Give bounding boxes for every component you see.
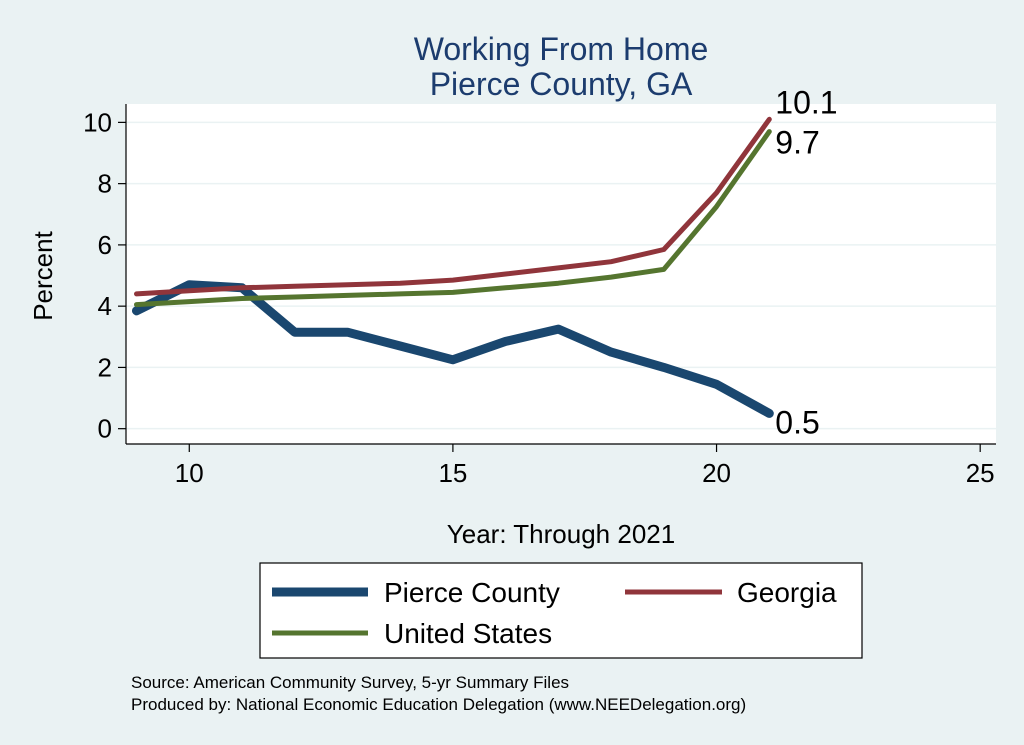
y-tick-label: 10 <box>83 107 112 137</box>
legend-box <box>259 562 863 659</box>
legend-label-united-states: United States <box>384 618 552 649</box>
x-tick-label: 15 <box>438 458 467 488</box>
source-note: Source: American Community Survey, 5-yr … <box>131 673 569 692</box>
x-tick-label: 25 <box>966 458 995 488</box>
chart-title-line-1: Working From Home <box>414 31 709 67</box>
legend-label-georgia: Georgia <box>737 577 837 608</box>
y-tick-label: 8 <box>98 169 112 199</box>
series-line-united-states <box>134 129 772 308</box>
y-tick-label: 2 <box>98 352 112 382</box>
end-label-pierce-county: 0.5 <box>775 404 819 440</box>
chart-title-line-2: Pierce County, GA <box>430 66 693 102</box>
y-tick-label: 6 <box>98 230 112 260</box>
end-label-georgia: 10.1 <box>775 84 837 120</box>
series-line-georgia <box>134 116 772 297</box>
y-tick-label: 0 <box>98 414 112 444</box>
plot-area <box>126 104 996 444</box>
produced-by-note: Produced by: National Economic Education… <box>131 695 746 714</box>
y-axis-title: Percent <box>28 230 58 320</box>
x-tick-label: 10 <box>175 458 204 488</box>
x-axis-title: Year: Through 2021 <box>447 519 675 549</box>
legend-label-pierce-county: Pierce County <box>384 577 560 608</box>
labels-layer: 0.5 10.1 9.7 <box>775 84 837 440</box>
x-tick-label: 20 <box>702 458 731 488</box>
y-tick-label: 4 <box>98 291 112 321</box>
end-label-united-states: 9.7 <box>775 125 819 161</box>
legend: Pierce County Georgia United States <box>259 562 863 659</box>
axes-layer: 0 2 4 6 8 10 10 15 20 25 <box>83 104 996 488</box>
series-layer <box>132 116 774 418</box>
grid-layer <box>126 121 996 430</box>
